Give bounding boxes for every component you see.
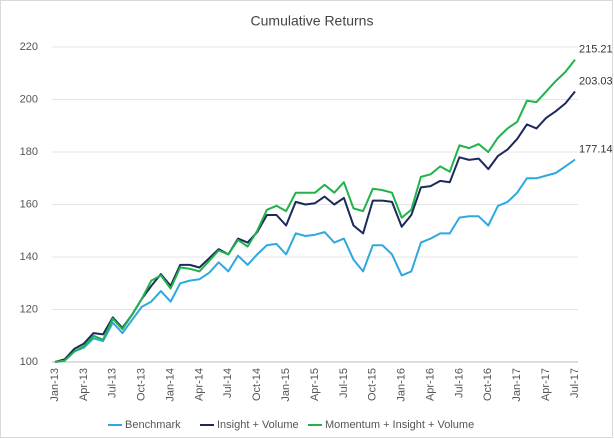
x-tick-label: Jul-13 bbox=[107, 368, 119, 398]
x-tick-label: Apr-17 bbox=[540, 368, 552, 401]
y-tick-label: 180 bbox=[20, 146, 38, 158]
x-tick-label: Jul-17 bbox=[569, 368, 581, 398]
x-tick-label: Jul-14 bbox=[222, 368, 234, 398]
x-tick-label: Oct-14 bbox=[251, 368, 263, 401]
x-tick-label: Apr-14 bbox=[193, 368, 205, 401]
x-tick-label: Jan-13 bbox=[49, 368, 61, 402]
y-tick-label: 120 bbox=[20, 303, 38, 315]
x-tick-label: Jan-14 bbox=[164, 368, 176, 402]
x-tick-label: Apr-15 bbox=[309, 368, 321, 401]
x-tick-label: Oct-16 bbox=[482, 368, 494, 401]
y-tick-label: 100 bbox=[20, 356, 38, 368]
x-tick-label: Apr-16 bbox=[424, 368, 436, 401]
x-tick-label: Jan-16 bbox=[396, 368, 408, 402]
x-tick-label: Jan-17 bbox=[511, 368, 523, 402]
y-tick-label: 140 bbox=[20, 251, 38, 263]
line bbox=[54, 90, 576, 363]
x-tick-label: Apr-13 bbox=[78, 368, 90, 401]
x-tick-label: Jul-15 bbox=[338, 368, 350, 398]
chart-title: Cumulative Returns bbox=[251, 13, 374, 29]
legend-label: Momentum + Insight + Volume bbox=[325, 419, 474, 431]
line bbox=[54, 58, 576, 363]
x-tick-label: Jul-16 bbox=[453, 368, 465, 398]
end-label: 177.14 bbox=[579, 143, 613, 155]
end-label: 215.21 bbox=[579, 43, 613, 55]
y-tick-label: 220 bbox=[20, 41, 38, 53]
x-tick-label: Oct-15 bbox=[367, 368, 379, 401]
x-tick-label: Oct-13 bbox=[136, 368, 148, 401]
x-tick-label: Jan-15 bbox=[280, 368, 292, 402]
y-tick-label: 160 bbox=[20, 198, 38, 210]
legend-label: Insight + Volume bbox=[217, 419, 299, 431]
line bbox=[54, 158, 576, 363]
y-tick-label: 200 bbox=[20, 93, 38, 105]
end-label: 203.03 bbox=[579, 75, 613, 87]
legend-label: Benchmark bbox=[125, 419, 181, 431]
